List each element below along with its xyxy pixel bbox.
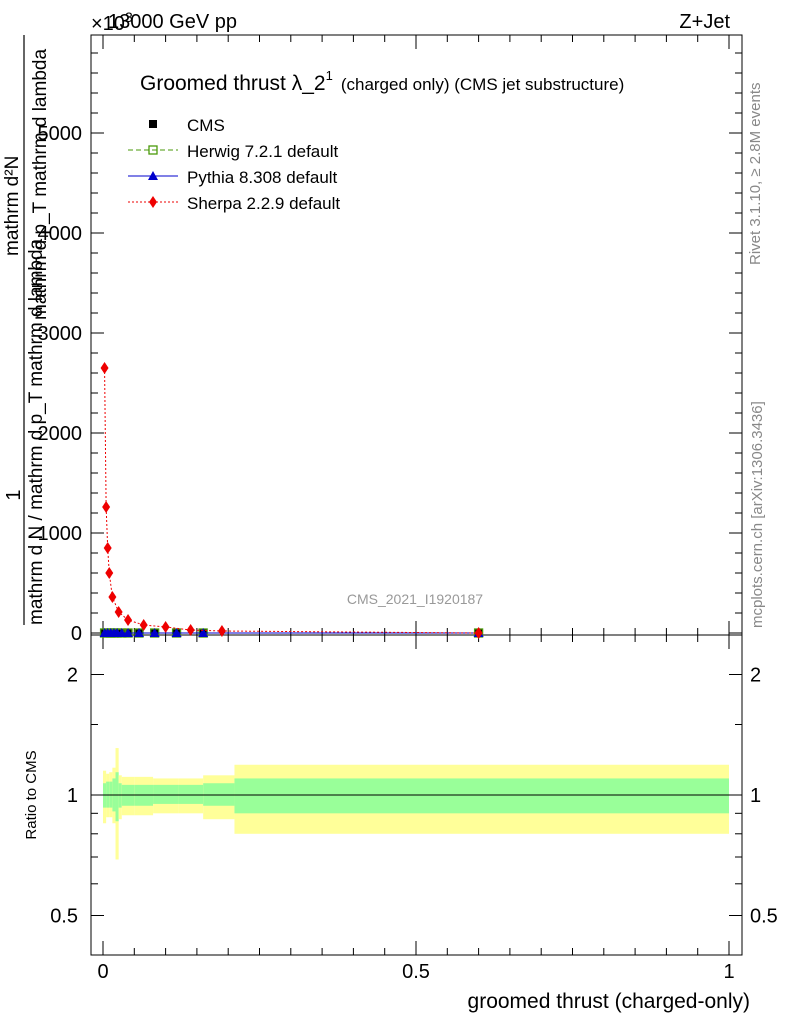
ratio-ylabel: Ratio to CMS [23,750,40,839]
main-ytick-label: 1000 [38,523,83,545]
x-tick-label: 0 [97,961,108,983]
x-tick-label: 1 [723,961,734,983]
legend-label: Pythia 8.308 default [187,168,338,187]
exponent-label: ×103 [91,9,133,35]
legend-marker [148,171,158,180]
series-point-2 [116,628,127,637]
legend: CMS Herwig 7.2.1 default Pythia 8.308 defa… [128,116,340,213]
series-point-3 [217,625,226,637]
ratio-ytick-label: 2 [67,665,78,687]
series-point-2 [171,628,182,637]
main-series [99,362,484,639]
ratio-ytick-label-right: 2 [750,665,761,687]
series-point-3 [108,591,117,603]
ratio-ytick-label-right: 1 [750,785,761,807]
main-ylabel-one: 1 [3,489,25,500]
main-ylabel-numerator-group: mathrm d²N [2,156,23,256]
process-label: Z+Jet [679,11,730,33]
series-point-3 [139,619,148,631]
main-ylabel: 1 [3,489,25,500]
ratio-ytick-label-right: 0.5 [750,906,778,928]
x-tick-label: 0.5 [402,961,430,983]
series-point-2 [123,628,134,637]
series-point-3 [100,362,109,374]
series-point-2 [198,628,209,637]
main-ylabel-denominator: mathrm d N / mathrm d p_T mathrm d lambd… [26,238,47,625]
ratio-ytick-label: 1 [67,785,78,807]
series-line-3 [104,367,479,634]
series-point-2 [149,628,160,637]
main-ytick-label: 5000 [38,123,83,145]
mcplots-label-group: mcplots.cern.ch [arXiv:1306.3436] [749,401,766,628]
series-point-2 [133,628,144,637]
rivet-label-group: Rivet 3.1.10, ≥ 2.8M events [747,83,764,266]
legend-label: Sherpa 2.2.9 default [187,194,340,213]
legend-label: Herwig 7.2.1 default [187,142,338,161]
main-ytick-label: 4000 [38,223,83,245]
series-point-3 [124,614,133,626]
main-ytick-label: 3000 [38,323,83,345]
main-ylabel-extra: mathrm d p_T mathrm d lambda [30,49,51,320]
energy-label: 13000 GeV pp [108,11,237,33]
series-point-3 [114,606,123,618]
series-point-3 [474,627,483,639]
ratio-ylabel-group: Ratio to CMS [23,750,40,839]
ratio-band-inner [203,783,235,806]
series-point-3 [102,501,111,513]
series-point-3 [186,624,195,636]
series-point-3 [105,567,114,579]
main-ticks: 0 1000 2000 3000 4000 5000 [38,35,742,645]
mcplots-label: mcplots.cern.ch [arXiv:1306.3436] [749,401,766,628]
ratio-ytick-label: 0.5 [50,906,78,928]
legend-marker [149,120,157,128]
main-ylabel-denominator-group: mathrm d N / mathrm d p_T mathrm d lambd… [26,238,47,625]
rivet-label: Rivet 3.1.10, ≥ 2.8M events [747,83,764,266]
legend-label: CMS [187,116,225,135]
plot-title: Groomed thrust λ_21 (charged only) (CMS j… [140,68,624,95]
ratio-band-inner [234,778,729,814]
watermark: CMS_2021_I1920187 [347,591,483,607]
ratio-band-inner [115,772,119,822]
main-ytick-label: 0 [71,623,82,645]
main-ytick-label: 2000 [38,423,83,445]
legend-marker [149,196,157,208]
legend-marker [148,145,158,155]
ratio-bands [91,748,742,860]
series-point-3 [161,621,170,633]
ratio-band-inner [178,784,204,804]
main-ylabel-extra-group: mathrm d p_T mathrm d lambda [30,49,51,320]
ratio-ticks: 0.5 0.5 1 1 2 2 0 0.5 1 [50,635,778,983]
series-point-3 [103,542,112,554]
main-ylabel-numerator: mathrm d²N [2,156,23,256]
ratio-band-inner [153,784,179,804]
x-axis-label: groomed thrust (charged-only) [468,990,750,1013]
